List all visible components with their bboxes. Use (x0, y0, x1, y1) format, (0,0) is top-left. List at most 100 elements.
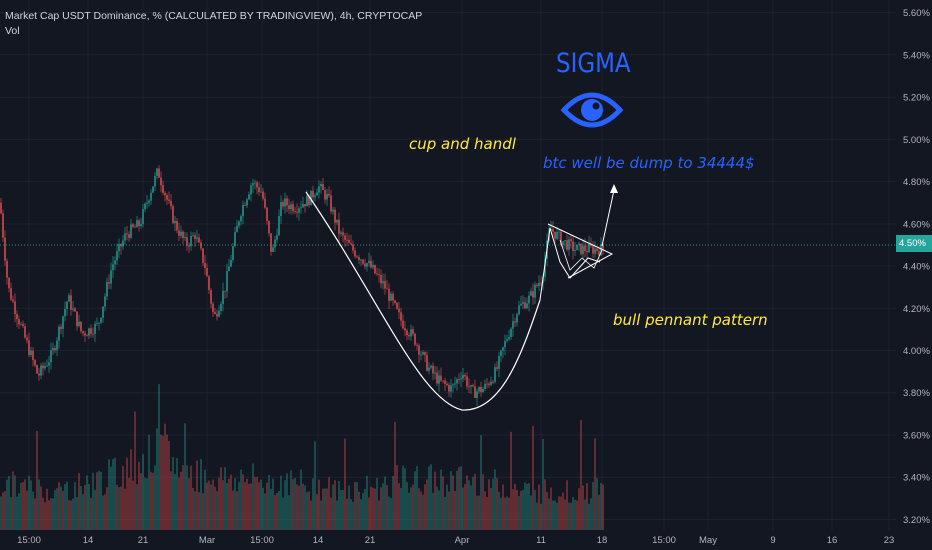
volume-bar (352, 501, 354, 530)
volume-bar (74, 482, 76, 530)
x-tick-label: 14 (313, 535, 324, 546)
volume-bar (58, 482, 60, 530)
volume-bar (498, 491, 500, 530)
volume-bar (556, 502, 558, 530)
candle-body (110, 270, 112, 284)
candle-body (238, 221, 240, 226)
volume-bar (600, 483, 602, 530)
candle-body (168, 199, 170, 201)
candle-body (162, 185, 164, 193)
x-axis[interactable]: 15:00 14 21 Mar 15:00 14 21 Apr 11 18 15:00 May 9 16 2… (17, 535, 894, 546)
legend: Market Cap USDT Dominance, % (CALCULATED… (5, 9, 422, 39)
volume-bar (28, 475, 30, 530)
volume-bar (142, 454, 144, 530)
volume-bar (0, 496, 2, 530)
volume-indicator-label[interactable]: Vol (5, 25, 20, 37)
candle-body (412, 329, 414, 334)
volume-bar (354, 481, 356, 530)
target-arrow-line[interactable] (601, 189, 615, 247)
candle-body (478, 387, 480, 392)
candle-body (8, 277, 10, 289)
volume-bar (514, 483, 516, 530)
candle-body (136, 220, 138, 228)
candle-body (252, 183, 254, 186)
candle-body (486, 383, 488, 385)
candle-body (0, 202, 2, 214)
volume-bar (210, 484, 212, 530)
candle-body (222, 290, 224, 304)
cup-curve[interactable] (305, 191, 541, 411)
volume-bar (476, 495, 478, 530)
volume-bar (366, 475, 368, 530)
volume-bar (408, 492, 410, 530)
candle-body (140, 224, 142, 226)
candle-body (308, 195, 310, 206)
candle-body (74, 308, 76, 312)
volume-bar (404, 468, 406, 530)
volume-bar (240, 469, 242, 530)
candle-body (340, 232, 342, 234)
candle-body (150, 192, 152, 201)
candle-body (544, 258, 546, 277)
candle-body (536, 284, 538, 286)
candle-body (284, 198, 286, 207)
volume-bar (314, 441, 316, 530)
volume-bar (324, 488, 326, 530)
candle-body (36, 365, 38, 374)
volume-bar (272, 478, 274, 530)
candle-body (90, 328, 92, 334)
candle-body (330, 195, 332, 212)
candle-body (202, 248, 204, 263)
annotation-cup-and-handle[interactable]: cup and handl (409, 135, 516, 153)
candle-body (484, 383, 486, 390)
volume-bar (434, 471, 436, 530)
volume-bar (492, 478, 494, 530)
volume-bar (382, 483, 384, 530)
candle-body (508, 337, 510, 340)
candle-body (52, 348, 54, 351)
volume-bar (346, 498, 348, 530)
candle-body (598, 250, 600, 256)
candle-body (450, 385, 452, 392)
volume-bar (246, 478, 248, 530)
volume-bar (390, 497, 392, 530)
volume-bar (360, 499, 362, 530)
candle-body (378, 274, 380, 276)
annotation-bull-pennant[interactable]: bull pennant pattern (613, 311, 768, 329)
candle-body (62, 316, 64, 329)
handle-channel[interactable] (539, 227, 601, 301)
volume-bar (462, 487, 464, 530)
candle-body (130, 224, 132, 238)
pennant-inner[interactable] (559, 239, 603, 271)
x-tick-label: 16 (827, 535, 838, 546)
target-arrow-head[interactable] (610, 184, 618, 193)
volume-bar (46, 488, 48, 530)
candle-body (398, 308, 400, 313)
volume-bar (140, 473, 142, 530)
candle-body (38, 373, 40, 376)
volume-bar (2, 492, 4, 530)
volume-bar (316, 494, 318, 530)
volume-bar (418, 488, 420, 530)
volume-bar (560, 496, 562, 530)
candle-body (370, 260, 372, 268)
annotation-btc-target[interactable]: btc well be dump to 34444$ (543, 154, 755, 172)
y-tick-label: 4.40% (903, 262, 930, 273)
candle-body (48, 362, 50, 366)
y-axis[interactable]: 5.60% 5.40% 5.20% 5.00% 4.80% 4.60% 4.40% 4.20%… (903, 8, 930, 526)
volume-bar (150, 471, 152, 530)
candle-body (414, 333, 416, 345)
volume-bar (568, 502, 570, 530)
volume-bar (44, 502, 46, 530)
volume-bar (334, 480, 336, 530)
pennant-triangle[interactable] (547, 223, 614, 279)
candle-body (474, 386, 476, 398)
volume-bar (510, 431, 512, 530)
volume-bar (118, 487, 120, 530)
candle-body (188, 245, 190, 247)
volume-bar (364, 489, 366, 530)
annotation-sigma[interactable]: SIGMA (556, 48, 631, 79)
drawings[interactable] (305, 184, 618, 411)
candle-body (350, 243, 352, 245)
